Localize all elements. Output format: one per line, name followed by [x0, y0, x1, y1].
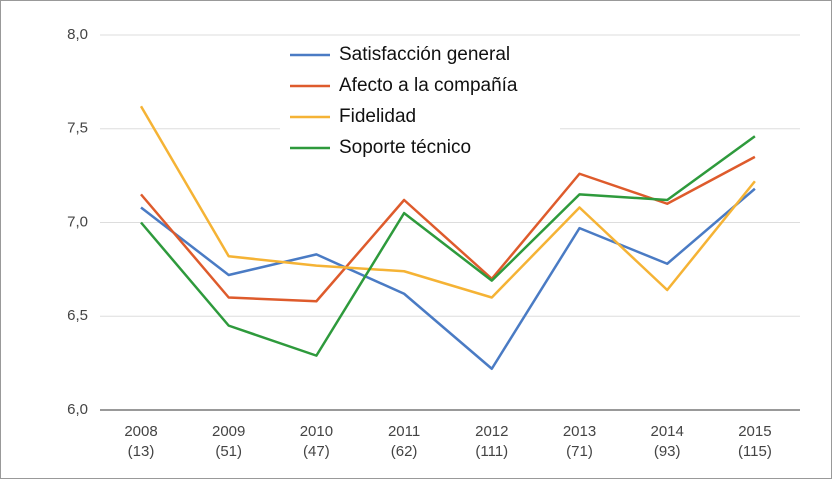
- x-tick-label: (93): [654, 443, 681, 460]
- x-tick-label: 2015: [738, 423, 771, 440]
- x-tick-label: 2009: [212, 423, 245, 440]
- x-tick-label: (71): [566, 443, 593, 460]
- x-tick-label: (51): [215, 443, 242, 460]
- y-tick-label: 6,0: [67, 401, 88, 418]
- x-tick-label: 2012: [475, 423, 508, 440]
- x-tick-label: (111): [475, 443, 508, 460]
- series-line: [140, 135, 756, 357]
- x-tick-label: 2008: [124, 423, 157, 440]
- legend-label: Soporte técnico: [339, 137, 471, 158]
- series-line: [140, 187, 756, 370]
- x-tick-label: (13): [128, 443, 155, 460]
- legend-box: [280, 40, 560, 165]
- legend-label: Afecto a la compañía: [339, 75, 518, 96]
- x-tick-label: 2011: [388, 423, 420, 440]
- x-tick-label: (115): [738, 443, 772, 460]
- x-tick-label: (62): [391, 443, 418, 460]
- series-line: [140, 155, 756, 303]
- x-tick-label: (47): [303, 443, 330, 460]
- x-tick-label: 2010: [300, 423, 333, 440]
- legend-label: Satisfacción general: [339, 44, 510, 65]
- legend-label: Fidelidad: [339, 106, 416, 127]
- y-tick-label: 8,0: [67, 26, 88, 43]
- series-line: [139, 105, 756, 299]
- y-tick-label: 7,0: [67, 213, 88, 230]
- x-tick-label: 2013: [563, 423, 596, 440]
- x-tick-label: 2014: [651, 423, 684, 440]
- y-tick-label: 6,5: [67, 307, 88, 324]
- y-tick-label: 7,5: [67, 120, 88, 137]
